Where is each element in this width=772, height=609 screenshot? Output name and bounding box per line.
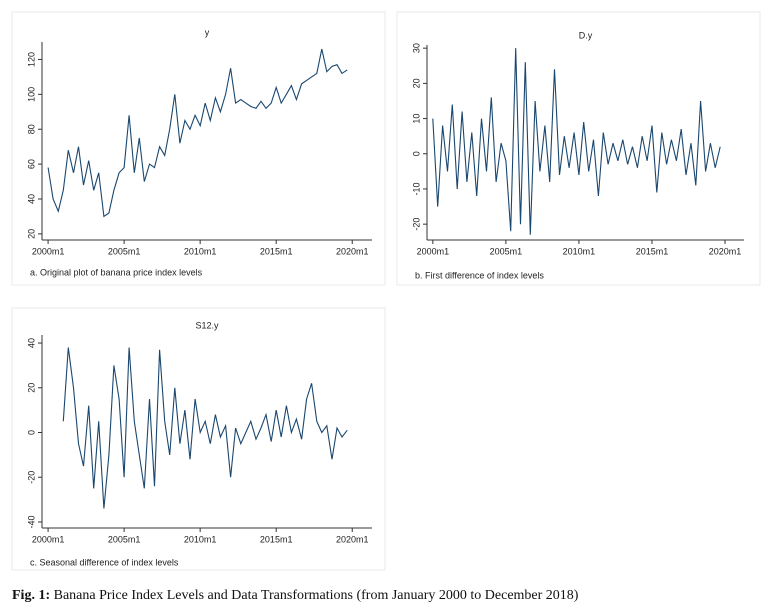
y-tick-label: 100 xyxy=(26,87,36,102)
x-tick-label: 2010m1 xyxy=(184,246,217,256)
y-tick-label: 20 xyxy=(26,229,36,239)
series-line xyxy=(432,48,721,235)
y-tick-label: 10 xyxy=(411,114,421,124)
panel: D.y b. First difference of index levels -2… xyxy=(396,11,761,286)
x-tick-label: 2000m1 xyxy=(417,246,450,256)
caption-text: Banana Price Index Levels and Data Trans… xyxy=(50,588,579,603)
panel-frame xyxy=(11,11,386,286)
chart-title: y xyxy=(205,27,210,37)
y-tick-label: -10 xyxy=(411,182,421,195)
x-tick-label: 2005m1 xyxy=(490,246,523,256)
figure: y a. Original plot of banana price index … xyxy=(11,11,761,571)
subtitle: a. Original plot of banana price index l… xyxy=(30,267,203,277)
x-tick-label: 2015m1 xyxy=(260,534,293,544)
series-line xyxy=(62,347,348,509)
subtitle: c. Seasonal difference of index levels xyxy=(30,557,179,567)
caption-label: Fig. 1: xyxy=(12,588,51,603)
y-tick-label: 80 xyxy=(26,124,36,134)
y-tick-label: 0 xyxy=(411,151,421,156)
y-tick-label: 120 xyxy=(26,52,36,67)
x-tick-label: 2000m1 xyxy=(32,534,65,544)
x-tick-label: 2000m1 xyxy=(32,246,65,256)
x-tick-label: 2015m1 xyxy=(260,246,293,256)
x-tick-label: 2020m1 xyxy=(336,534,369,544)
y-tick-label: -40 xyxy=(26,515,36,528)
y-tick-label: 0 xyxy=(26,430,36,435)
x-tick-label: 2005m1 xyxy=(108,246,141,256)
x-tick-label: 2020m1 xyxy=(709,246,742,256)
y-tick-label: 30 xyxy=(411,43,421,53)
panel: y a. Original plot of banana price index … xyxy=(11,11,386,286)
panel-frame xyxy=(11,307,386,571)
x-tick-label: 2020m1 xyxy=(336,246,369,256)
panel-frame xyxy=(396,11,761,286)
panel: S12.y c. Seasonal difference of index lev… xyxy=(11,307,386,571)
x-tick-label: 2005m1 xyxy=(108,534,141,544)
y-tick-label: 60 xyxy=(26,159,36,169)
y-tick-label: -20 xyxy=(26,471,36,484)
y-tick-label: -20 xyxy=(411,218,421,231)
x-tick-label: 2010m1 xyxy=(184,534,217,544)
y-tick-label: 40 xyxy=(26,338,36,348)
y-tick-label: 20 xyxy=(26,383,36,393)
series-line xyxy=(47,48,348,218)
x-tick-label: 2010m1 xyxy=(563,246,596,256)
subtitle: b. First difference of index levels xyxy=(415,270,544,280)
chart-title: S12.y xyxy=(195,320,219,330)
y-tick-label: 40 xyxy=(26,194,36,204)
y-tick-label: 20 xyxy=(411,78,421,88)
x-tick-label: 2015m1 xyxy=(636,246,669,256)
chart-title: D.y xyxy=(579,30,593,40)
figure-caption: Fig. 1: Banana Price Index Levels and Da… xyxy=(12,588,578,604)
